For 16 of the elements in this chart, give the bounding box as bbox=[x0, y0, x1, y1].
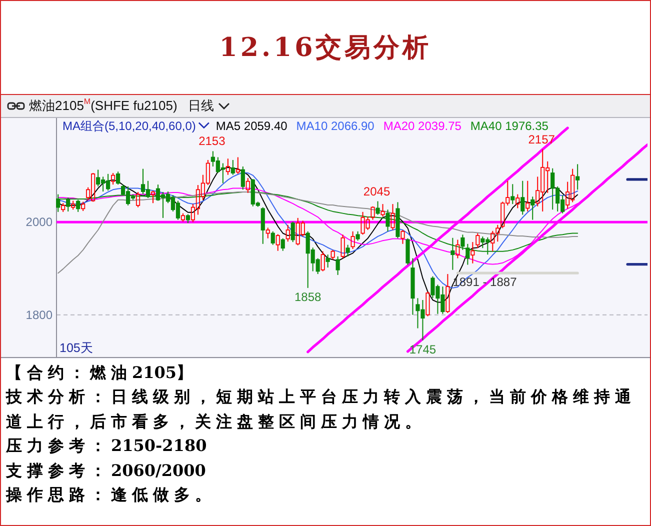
y-tick-label: 2000 bbox=[26, 215, 53, 230]
text: 技术分析：日线级别，短期站上平台压力转入震荡，当前价格维持通道上行，后市看多，关注盘整区间压力情况。 bbox=[6, 387, 636, 431]
chart-title: 12.16交易分析 bbox=[218, 32, 433, 65]
annotation: 1745 bbox=[409, 342, 436, 356]
y-tick-label: 1800 bbox=[26, 308, 53, 322]
annotation: 1858 bbox=[294, 290, 322, 304]
legend: MA组合(5,10,20,40,60,0) MA5 2059.40 MA10 2066.90 MA20 2039.75 MA40 1976.35 bbox=[62, 118, 548, 133]
annotation: 2045 bbox=[363, 184, 390, 198]
text: 支撑参考：2060/2000 bbox=[6, 460, 206, 480]
annotation: 2153 bbox=[198, 134, 226, 148]
text: 操作思路：逢低做多。 bbox=[6, 485, 216, 504]
text: 压力参考：2150-2180 bbox=[6, 436, 207, 456]
legend-title: MA组合(5,10,20,40,60,0) bbox=[62, 118, 196, 133]
annotation: 2157 bbox=[528, 132, 555, 146]
chart-subtitle: 燃油2105$^{M}$(SHFE fu2105) 日线 bbox=[29, 96, 214, 115]
annotation: 105天 bbox=[60, 341, 94, 355]
